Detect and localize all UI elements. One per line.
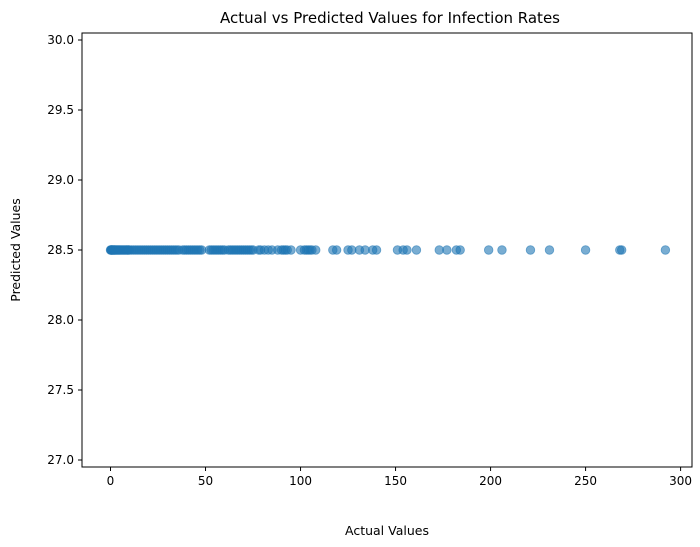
x-tick-label: 50 bbox=[198, 474, 213, 488]
data-point bbox=[455, 245, 465, 255]
y-tick-label: 29.0 bbox=[47, 173, 74, 187]
y-tick-label: 28.0 bbox=[47, 313, 74, 327]
data-points bbox=[105, 245, 671, 255]
data-point bbox=[544, 245, 555, 255]
data-point bbox=[580, 245, 591, 255]
data-point bbox=[411, 245, 422, 255]
x-tick-label: 200 bbox=[479, 474, 502, 488]
chart-title: Actual vs Predicted Values for Infection… bbox=[220, 9, 560, 27]
data-point bbox=[371, 245, 382, 255]
x-tick-label: 250 bbox=[574, 474, 597, 488]
data-point bbox=[616, 245, 627, 255]
plot-area bbox=[81, 32, 693, 468]
y-tick-label: 27.5 bbox=[47, 383, 74, 397]
data-point bbox=[286, 245, 296, 255]
data-point bbox=[311, 245, 321, 255]
y-tick-label: 30.0 bbox=[47, 33, 74, 47]
x-axis-ticks: 0 50 100 150 200 250 300 bbox=[107, 467, 692, 488]
y-axis-ticks: 27.0 27.5 28.0 28.5 29.0 29.5 30.0 bbox=[47, 33, 82, 467]
data-point bbox=[660, 245, 671, 255]
x-tick-label: 150 bbox=[384, 474, 407, 488]
x-axis-label: Actual Values bbox=[345, 523, 429, 538]
data-point bbox=[402, 245, 412, 255]
y-tick-label: 29.5 bbox=[47, 103, 74, 117]
data-point bbox=[331, 245, 342, 255]
y-axis-label: Predicted Values bbox=[8, 198, 23, 302]
x-tick-label: 100 bbox=[289, 474, 312, 488]
y-tick-label: 28.5 bbox=[47, 243, 74, 257]
data-point bbox=[442, 245, 452, 255]
x-tick-label: 0 bbox=[107, 474, 115, 488]
x-tick-label: 300 bbox=[669, 474, 692, 488]
y-tick-label: 27.0 bbox=[47, 453, 74, 467]
data-point bbox=[497, 245, 507, 255]
data-point bbox=[483, 245, 494, 255]
data-point bbox=[525, 245, 536, 255]
